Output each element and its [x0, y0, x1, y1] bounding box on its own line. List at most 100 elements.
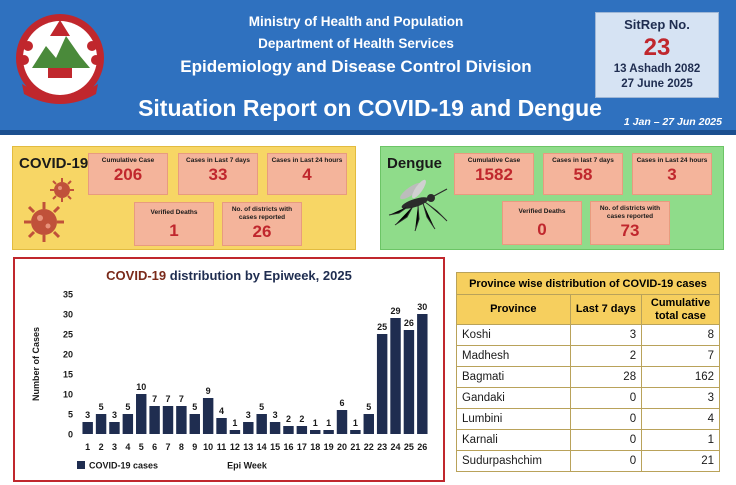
covid-districts-value: 26 — [252, 222, 272, 241]
table-row: Sudurpashchim 0 21 — [456, 450, 720, 472]
covid-cumulative-label: Cumulative Case — [101, 157, 155, 164]
table-row: Karnali 0 1 — [456, 429, 720, 451]
bar-value-label: 5 — [99, 402, 104, 412]
covid-deaths-label: Verified Deaths — [150, 209, 198, 216]
covid-last7-value: 33 — [208, 165, 228, 184]
covid-last7-card: Cases in Last 7 days 33 — [178, 153, 258, 195]
dengue-deaths-value: 0 — [537, 220, 547, 239]
y-tick-label: 0 — [68, 430, 73, 440]
y-tick-label: 10 — [63, 390, 73, 400]
x-tick-label: 2 — [99, 442, 104, 452]
sitrep-english-date: 27 June 2025 — [621, 78, 693, 90]
dengue-cumulative-value: 1582 — [475, 165, 513, 184]
dengue-districts-value: 73 — [620, 221, 640, 240]
x-tick-label: 8 — [179, 442, 184, 452]
table-row: Koshi 3 8 — [456, 324, 720, 346]
dengue-last7-card: Cases in last 7 days 58 — [543, 153, 623, 195]
report-title: Situation Report on COVID-19 and Dengue — [138, 95, 602, 121]
dengue-cumulative-label: Cumulative Case — [467, 157, 521, 164]
bar-value-label: 3 — [246, 410, 251, 420]
table-caption-row: Province wise distribution of COVID-19 c… — [456, 272, 720, 295]
bar-value-label: 7 — [179, 394, 184, 404]
chart-bar — [216, 418, 227, 434]
cell-last7: 0 — [569, 387, 643, 409]
chart-bar — [283, 426, 294, 434]
cell-last7: 0 — [569, 450, 643, 472]
bar-value-label: 26 — [404, 318, 414, 328]
x-tick-label: 21 — [350, 442, 360, 452]
chart-bar — [256, 414, 267, 434]
coronavirus-icon — [24, 202, 64, 242]
chart-bar — [176, 406, 187, 434]
column-header-cumulative: Cumulative total case — [641, 294, 720, 325]
cell-province: Koshi — [456, 324, 571, 346]
table-row: Gandaki 0 3 — [456, 387, 720, 409]
table-row: Lumbini 0 4 — [456, 408, 720, 430]
table-row: Bagmati 28 162 — [456, 366, 720, 388]
cell-province: Karnali — [456, 429, 571, 451]
bar-value-label: 7 — [165, 394, 170, 404]
y-tick-label: 5 — [68, 410, 73, 420]
dengue-last24-card: Cases in Last 24 hours 3 — [632, 153, 712, 195]
bar-value-label: 25 — [377, 322, 387, 332]
bar-value-label: 1 — [353, 418, 358, 428]
chart-title-disease: COVID-19 — [106, 268, 167, 283]
chart-bar — [229, 430, 241, 434]
cell-province: Madhesh — [456, 345, 571, 367]
x-tick-label: 24 — [391, 442, 401, 452]
sitrep-nepali-date: 13 Ashadh 2082 — [613, 63, 701, 75]
ministry-name: Ministry of Health and Population — [248, 14, 464, 29]
y-tick-label: 15 — [63, 370, 73, 380]
x-tick-label: 20 — [337, 442, 347, 452]
cell-last7: 2 — [569, 345, 643, 367]
x-tick-label: 17 — [297, 442, 307, 452]
bar-value-label: 1 — [232, 418, 237, 428]
covid-last24-label: Cases in Last 24 hours — [271, 157, 343, 164]
legend-swatch — [77, 461, 85, 469]
table-header-row: Province Last 7 days Cumulative total ca… — [456, 294, 720, 325]
province-table: Province wise distribution of COVID-19 c… — [456, 272, 720, 472]
department-name: Department of Health Services — [258, 36, 454, 51]
x-tick-label: 12 — [230, 442, 240, 452]
dengue-cumulative-card: Cumulative Case 1582 — [454, 153, 534, 195]
coronavirus-icon — [50, 178, 74, 202]
bar-value-label: 7 — [152, 394, 157, 404]
sitrep-label: SitRep No. — [624, 17, 690, 32]
chart-title: COVID-19 distribution by Epiweek, 2025 — [15, 268, 443, 283]
x-tick-label: 15 — [270, 442, 280, 452]
dengue-districts-card: No. of districts with cases reported 73 — [590, 201, 670, 245]
x-tick-label: 9 — [192, 442, 197, 452]
bar-value-label: 29 — [391, 306, 401, 316]
dengue-last24-value: 3 — [667, 165, 677, 184]
chart-bar — [109, 422, 120, 434]
chart-bar — [82, 422, 93, 434]
column-header-last7: Last 7 days — [569, 294, 643, 325]
chart-bar — [149, 406, 160, 434]
x-tick-label: 16 — [283, 442, 293, 452]
covid-cumulative-card: Cumulative Case 206 — [88, 153, 168, 195]
bar-value-label: 4 — [219, 406, 224, 416]
x-tick-label: 22 — [364, 442, 374, 452]
dengue-panel-title: Dengue — [387, 155, 443, 172]
bar-value-label: 3 — [273, 410, 278, 420]
covid-districts-card: No. of districts with cases reported 26 — [222, 202, 302, 246]
chart-bar — [202, 398, 214, 434]
bar-value-label: 5 — [192, 402, 197, 412]
mosquito-icon — [388, 179, 448, 232]
sitrep-number: 23 — [643, 34, 671, 61]
cell-last7: 28 — [569, 366, 643, 388]
bar-value-label: 5 — [125, 402, 130, 412]
y-tick-label: 20 — [63, 350, 73, 360]
chart-bar — [323, 430, 334, 434]
nepal-emblem-icon — [16, 14, 104, 104]
bar-value-label: 9 — [206, 386, 211, 396]
chart-bar — [243, 422, 254, 434]
chart-bar — [189, 414, 200, 434]
cell-cumulative: 162 — [641, 366, 720, 388]
bar-value-label: 5 — [259, 402, 264, 412]
report-header: Ministry of Health and Population Depart… — [0, 0, 736, 132]
bar-value-label: 10 — [136, 382, 146, 392]
cell-cumulative: 21 — [641, 450, 720, 472]
cell-province: Lumbini — [456, 408, 571, 430]
x-tick-label: 4 — [125, 442, 130, 452]
